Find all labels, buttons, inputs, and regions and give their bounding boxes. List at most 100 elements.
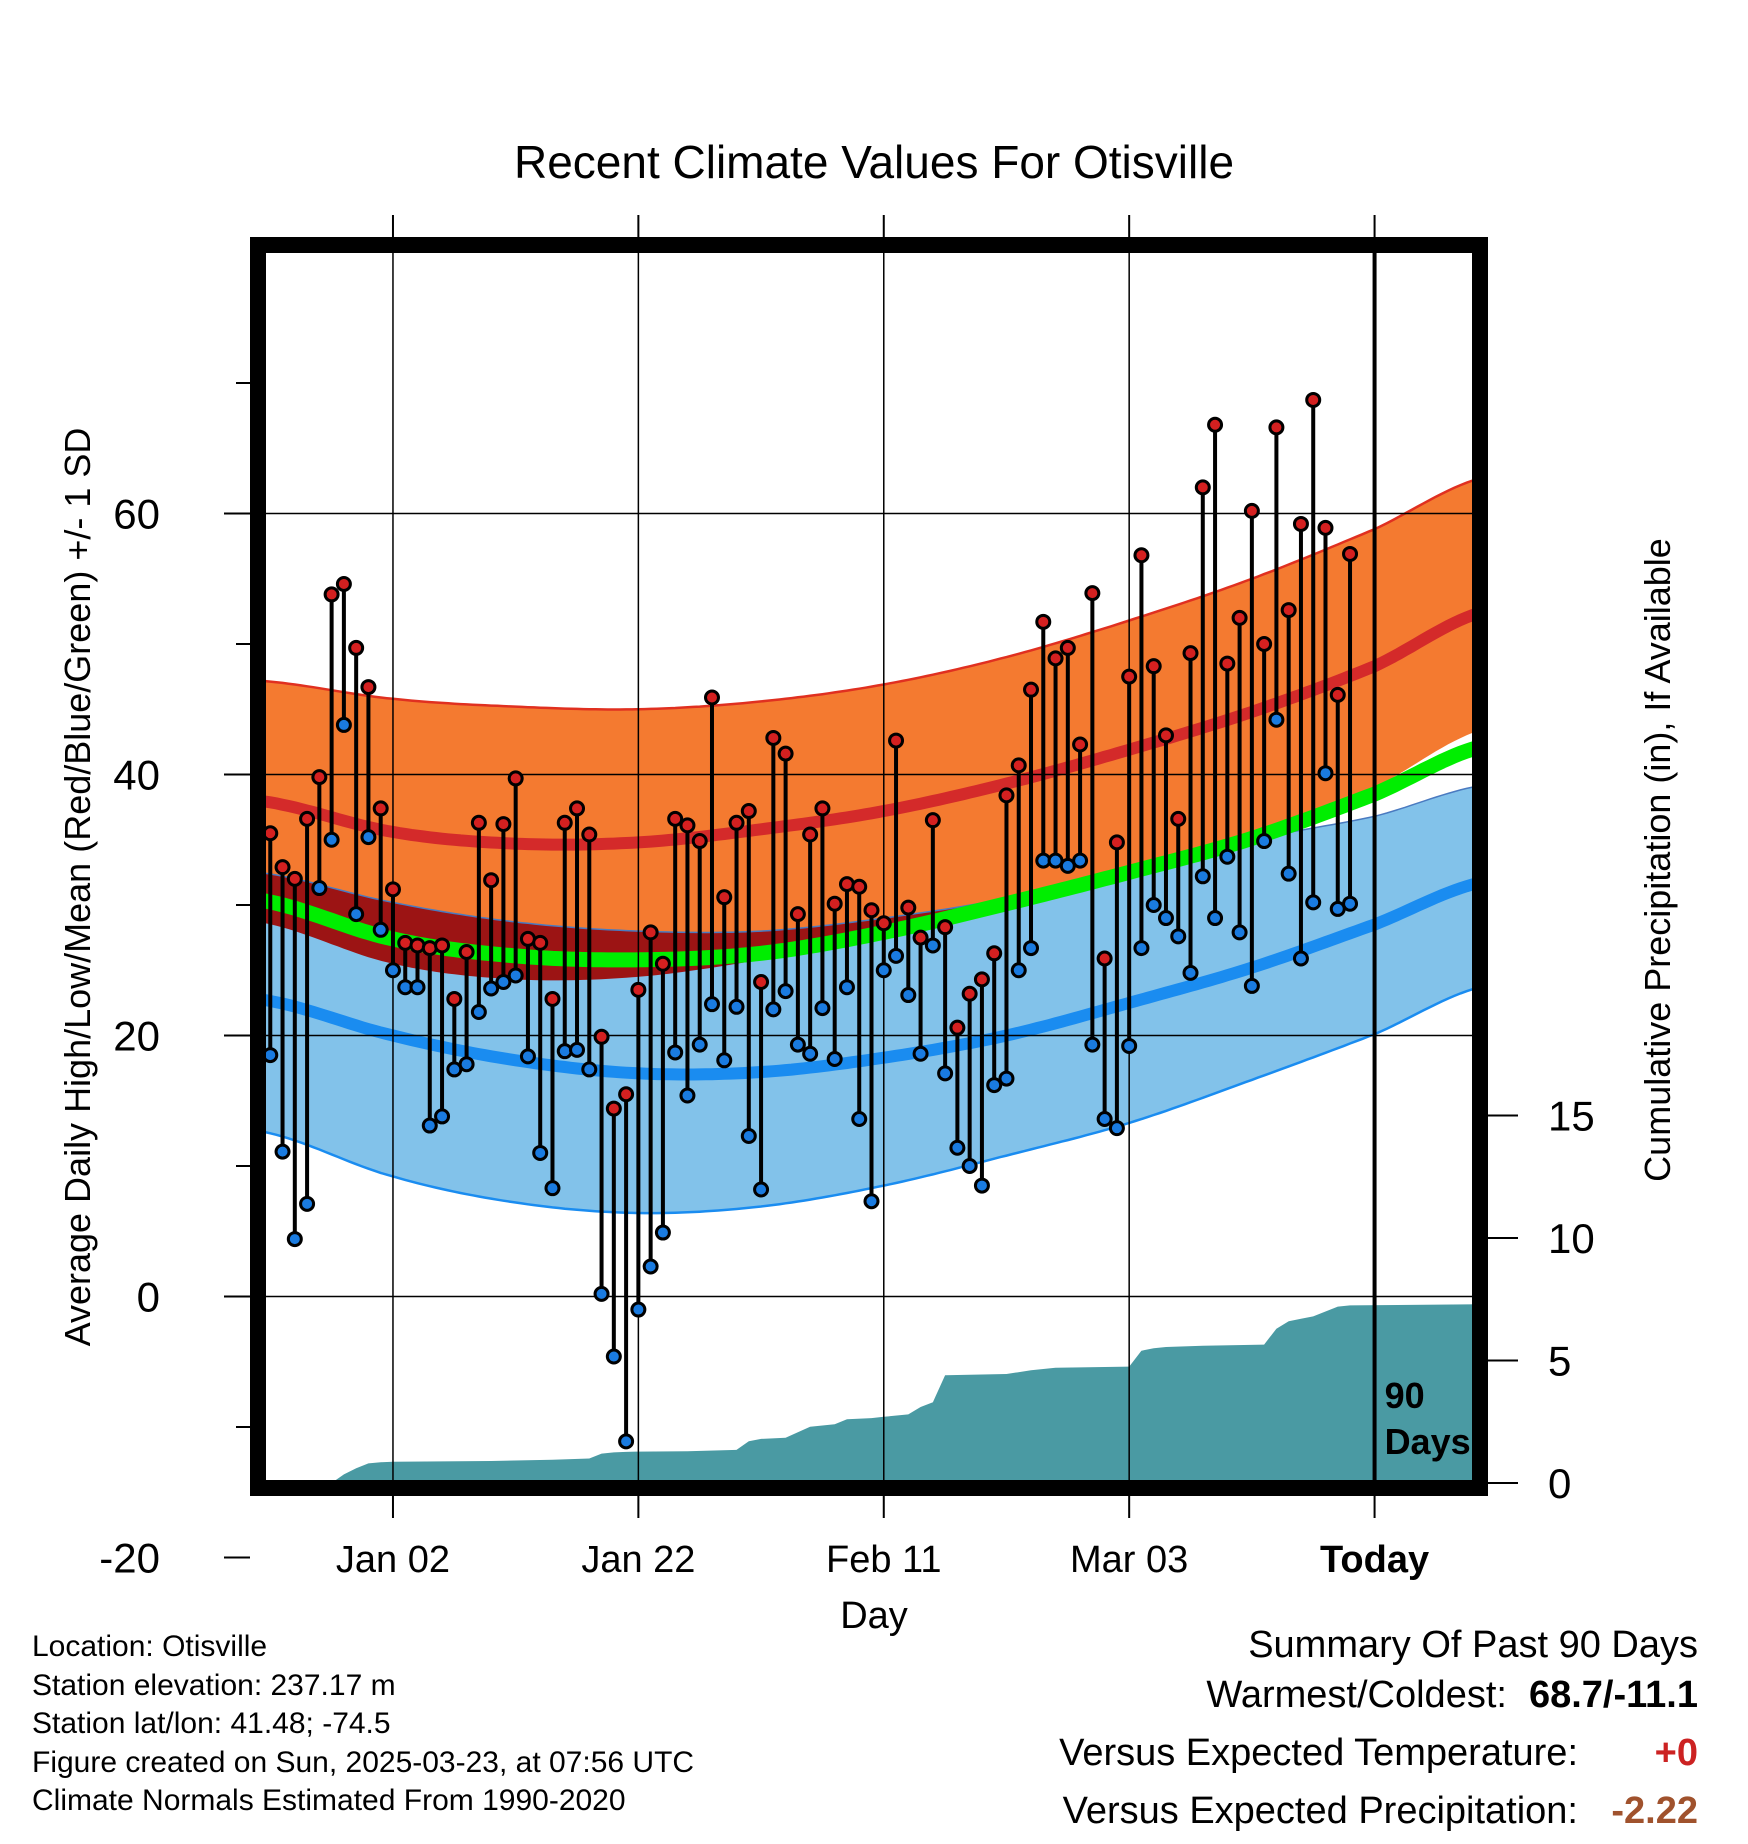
observed-high-point — [1170, 810, 1187, 827]
y-right-tick-label: 5 — [1548, 1338, 1571, 1385]
observed-high-point — [924, 812, 941, 829]
observed-high-point — [753, 973, 770, 990]
y-right-tick-label: 15 — [1548, 1093, 1595, 1140]
observed-high-point — [1342, 545, 1359, 562]
observed-low-point — [679, 1087, 696, 1104]
plot-frame — [250, 237, 1488, 1496]
x-tick-label: Jan 02 — [336, 1539, 450, 1581]
observed-high-point — [1157, 727, 1174, 744]
observed-low-point — [593, 1285, 610, 1302]
observed-high-point — [434, 937, 451, 954]
observed-low-point — [458, 1056, 475, 1073]
summary-heading: Summary Of Past 90 Days — [1248, 1624, 1698, 1666]
observed-high-point — [691, 833, 708, 850]
observed-high-point — [654, 955, 671, 972]
observed-low-point — [286, 1231, 303, 1248]
observed-high-point — [1292, 515, 1309, 532]
observed-high-point — [703, 689, 720, 706]
observed-high-point — [900, 899, 917, 916]
observed-high-point — [1207, 416, 1224, 433]
observed-high-point — [311, 769, 328, 786]
observed-low-point — [409, 979, 426, 996]
low-sd-band — [258, 785, 1480, 1214]
observed-low-point — [937, 1065, 954, 1082]
observed-high-point — [384, 881, 401, 898]
observed-high-point — [618, 1086, 635, 1103]
observed-low-point — [728, 998, 745, 1015]
observed-low-point — [1023, 940, 1040, 957]
observed-low-point — [654, 1224, 671, 1241]
observed-low-point — [826, 1050, 843, 1067]
observed-low-point — [470, 1004, 487, 1021]
observed-low-point — [519, 1048, 536, 1065]
observed-high-point — [544, 990, 561, 1007]
observed-low-point — [924, 937, 941, 954]
observed-low-point — [348, 906, 365, 923]
observed-low-point — [740, 1127, 757, 1144]
observed-high-point — [360, 679, 377, 696]
observed-high-point — [569, 800, 586, 817]
x-tick-label: Feb 11 — [826, 1539, 941, 1581]
observed-high-point — [507, 770, 524, 787]
high-upper-edge — [258, 477, 1480, 711]
latlon-text: Station lat/lon: 41.48; -74.5 — [32, 1707, 391, 1740]
observed-low-point — [1207, 910, 1224, 927]
precip-vs-expected-label: Versus Expected Precipitation: — [1062, 1790, 1578, 1832]
observed-high-point — [863, 902, 880, 919]
observed-high-point — [1243, 502, 1260, 519]
observed-high-point — [1145, 658, 1162, 675]
observed-low-point — [630, 1301, 647, 1318]
observed-high-point — [851, 878, 868, 895]
observed-high-point — [875, 915, 892, 932]
observed-low-point — [1305, 894, 1322, 911]
temp-vs-expected-label: Versus Expected Temperature: — [1059, 1732, 1578, 1774]
observed-low-point — [765, 1001, 782, 1018]
precip-vs-expected-value: -2.22 — [1611, 1790, 1698, 1832]
observed-high-point — [1096, 950, 1113, 967]
observed-high-point — [728, 814, 745, 831]
observed-low-point — [1145, 897, 1162, 913]
observed-low-point — [998, 1070, 1015, 1087]
observed-high-point — [274, 859, 291, 876]
observed-low-point — [335, 716, 352, 733]
observed-low-point — [618, 1433, 635, 1450]
observed-high-point — [335, 575, 352, 592]
observed-high-point — [446, 990, 463, 1007]
observed-high-point — [814, 800, 831, 817]
observed-low-point — [1292, 950, 1309, 967]
observed-low-point — [274, 1143, 291, 1160]
x-tick-label: Today — [1320, 1539, 1429, 1581]
observed-low-point — [961, 1158, 978, 1174]
observed-low-point — [507, 967, 524, 984]
observed-high-point — [937, 919, 954, 936]
y-left-tick-label: 40 — [113, 752, 160, 799]
observed-low-point — [912, 1045, 929, 1062]
observed-high-point — [1317, 519, 1334, 536]
observed-high-point — [1256, 636, 1273, 652]
observed-high-point — [973, 971, 990, 988]
observed-high-point — [1194, 479, 1211, 496]
observed-low-point — [802, 1045, 819, 1062]
y-left-tick-label: -20 — [99, 1535, 160, 1582]
x-axis-label: Day — [840, 1595, 908, 1637]
observed-low-point — [581, 1061, 598, 1078]
observed-low-point — [544, 1180, 561, 1197]
observed-high-point — [789, 906, 806, 923]
observed-high-point — [642, 924, 659, 941]
normals-text: Climate Normals Estimated From 1990-2020 — [32, 1784, 626, 1817]
observed-low-point — [483, 980, 500, 997]
observed-high-point — [912, 929, 929, 946]
observed-high-point — [605, 1100, 622, 1117]
y-axis-left-label: Average Daily High/Low/Mean (Red/Blue/Gr… — [57, 428, 98, 1347]
observed-low-point — [851, 1111, 868, 1128]
location-text: Location: Otisville — [32, 1630, 268, 1663]
warmest-coldest-value: 68.7/-11.1 — [1528, 1674, 1698, 1716]
observed-high-point — [532, 934, 549, 951]
observed-low-point — [1317, 765, 1334, 782]
observed-low-point — [814, 1000, 831, 1017]
observed-low-point — [1133, 940, 1150, 957]
y-right-tick-label: 10 — [1548, 1215, 1595, 1262]
observed-high-point — [998, 787, 1015, 804]
today-days-label: Days — [1385, 1421, 1471, 1462]
y-left-tick-label: 0 — [137, 1274, 160, 1321]
